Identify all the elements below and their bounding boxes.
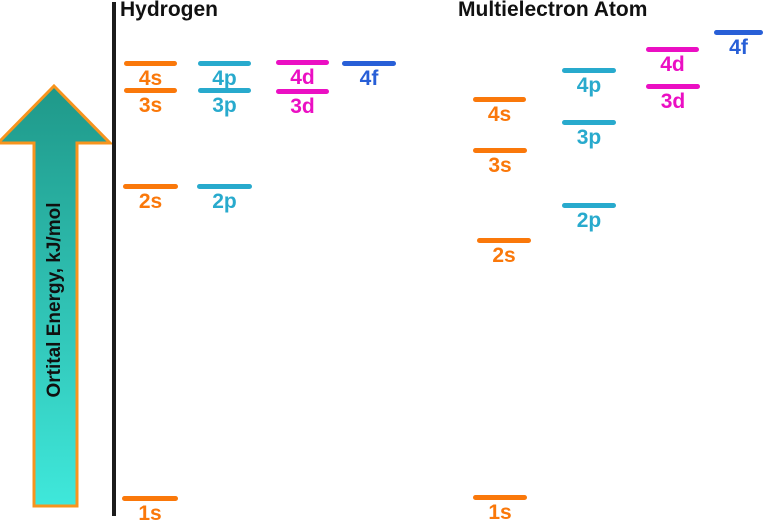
hydrogen-title: Hydrogen (120, 0, 219, 21)
4f-label: 4f (359, 67, 379, 90)
energy-level-3p: 3p (562, 120, 616, 148)
4p-level-bar (198, 61, 251, 66)
3d-label: 3d (290, 95, 315, 118)
2p-level-bar (562, 203, 616, 208)
4d-label: 4d (660, 53, 685, 76)
3p-level-bar (562, 120, 616, 125)
4p-label: 4p (212, 67, 237, 90)
energy-level-1s: 1s (122, 496, 178, 524)
4d-level-bar (276, 60, 329, 65)
3p-label: 3p (576, 126, 602, 149)
3s-level-bar (473, 148, 527, 153)
1s-level-bar (122, 496, 178, 501)
energy-level-2s: 2s (123, 184, 178, 212)
energy-level-3d: 3d (276, 89, 329, 117)
3s-label: 3s (138, 94, 163, 117)
energy-level-3s: 3s (124, 88, 177, 116)
4f-level-bar (714, 30, 763, 35)
4s-level-bar (473, 97, 526, 102)
up-arrow-icon (0, 83, 114, 508)
2s-label: 2s (138, 190, 163, 213)
multielectron-title: Multielectron Atom (458, 0, 648, 21)
1s-label: 1s (488, 501, 512, 524)
energy-axis-arrow (0, 83, 114, 508)
energy-level-1s: 1s (473, 495, 527, 523)
axis-label: Ortital Energy, kJ/mol (44, 202, 65, 398)
3d-level-bar (276, 89, 329, 94)
4s-label: 4s (487, 103, 512, 126)
energy-level-4d: 4d (646, 47, 699, 75)
energy-level-4s: 4s (473, 97, 526, 125)
axis-line (112, 2, 116, 516)
3s-label: 3s (488, 154, 512, 177)
2p-label: 2p (576, 209, 602, 232)
energy-level-3s: 3s (473, 148, 527, 176)
4d-label: 4d (290, 66, 315, 89)
3d-level-bar (646, 84, 700, 89)
1s-level-bar (473, 495, 527, 500)
4p-label: 4p (576, 74, 602, 97)
energy-level-4d: 4d (276, 60, 329, 88)
energy-level-4p: 4p (562, 68, 616, 96)
2p-level-bar (197, 184, 252, 189)
4f-label: 4f (729, 36, 748, 59)
2s-level-bar (477, 238, 531, 243)
4s-level-bar (124, 61, 177, 66)
2p-label: 2p (212, 190, 237, 213)
4s-label: 4s (138, 67, 163, 90)
2s-level-bar (123, 184, 178, 189)
4f-level-bar (342, 61, 396, 66)
energy-level-2s: 2s (477, 238, 531, 266)
3p-level-bar (198, 88, 251, 93)
4p-level-bar (562, 68, 616, 73)
energy-level-4f: 4f (714, 30, 763, 58)
energy-level-2p: 2p (197, 184, 252, 212)
1s-label: 1s (138, 502, 162, 524)
3p-label: 3p (212, 94, 237, 117)
3s-level-bar (124, 88, 177, 93)
energy-level-4s: 4s (124, 61, 177, 89)
energy-level-3d: 3d (646, 84, 700, 112)
3d-label: 3d (660, 90, 686, 113)
energy-level-3p: 3p (198, 88, 251, 116)
energy-level-4f: 4f (342, 61, 396, 89)
4d-level-bar (646, 47, 699, 52)
energy-level-2p: 2p (562, 203, 616, 231)
2s-label: 2s (492, 244, 516, 267)
energy-level-4p: 4p (198, 61, 251, 89)
